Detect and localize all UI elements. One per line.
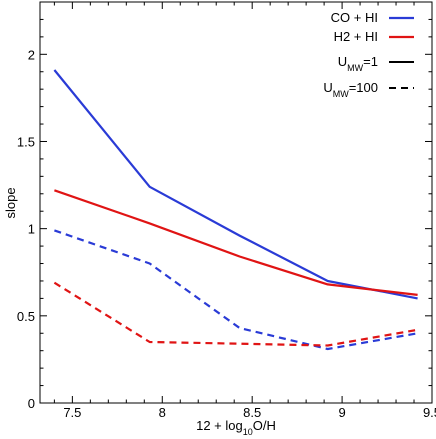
series-line-3 [54,229,418,351]
series-line-4 [53,281,418,347]
y-axis-title: slope [3,187,18,218]
x-tick-label: 8.5 [243,405,261,420]
series-line-1 [53,69,418,300]
x-tick-label: 8 [159,405,166,420]
x-tick-label: 9.5 [423,405,436,420]
x-axis-title: 12 + log10O/H [196,418,276,437]
plot-lines [53,69,418,351]
legend-label-tracer: H2 + HI [334,29,378,44]
y-tick-label: 0.5 [17,309,35,324]
plot-frame [39,1,433,404]
axis-tick-labels: 7.5 8 8.5 9 9.5 0 0.5 1 1.5 2 [17,47,436,420]
series-line-2 [54,189,418,296]
x-tick-label: 7.5 [63,405,81,420]
y-tick-label: 1 [28,222,35,237]
y-tick-label: 0 [28,396,35,411]
y-tick-label: 1.5 [17,134,35,149]
legend: CO + HI H2 + HI UMW=1 UMW=100 [323,10,414,99]
y-tick-label: 2 [28,47,35,62]
x-tick-label: 9 [338,405,345,420]
axis-ticks [40,1,433,404]
legend-label-tracer: CO + HI [331,10,378,25]
legend-label-field: UMW=1 [338,54,378,73]
legend-label-field: UMW=100 [323,80,378,99]
